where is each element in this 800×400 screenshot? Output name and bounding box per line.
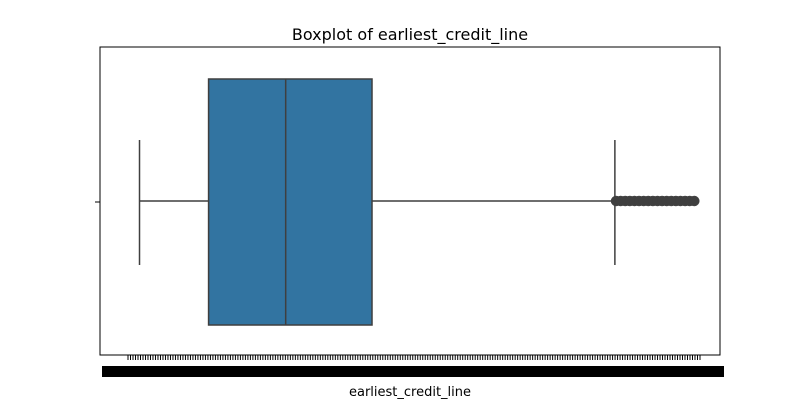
x-axis-ticks — [102, 355, 724, 377]
outlier-point — [689, 195, 700, 207]
x-tick-label-smear — [102, 366, 724, 377]
outlier-points — [610, 195, 700, 207]
chart-title: Boxplot of earliest_credit_line — [292, 25, 528, 45]
x-axis-label: earliest_credit_line — [349, 385, 471, 400]
iqr-box — [207, 78, 373, 326]
box-group — [138, 78, 616, 326]
